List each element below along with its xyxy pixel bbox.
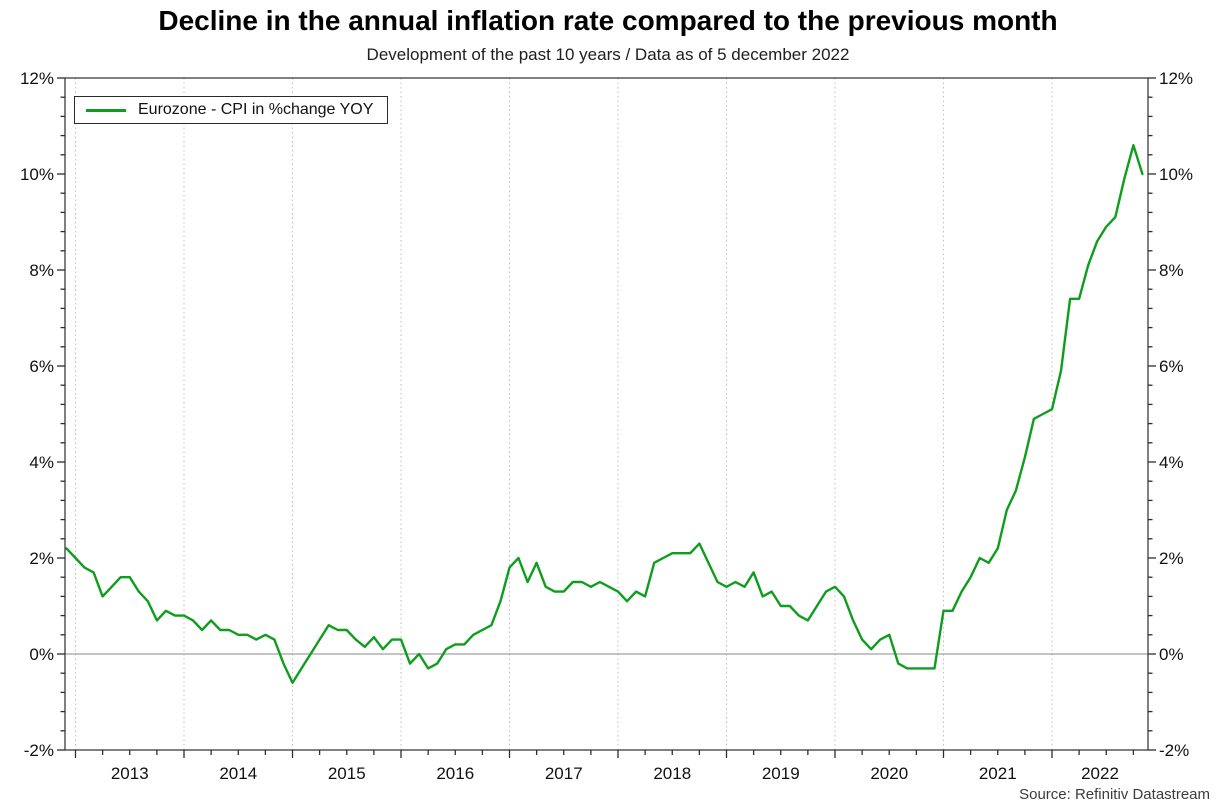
x-axis-label: 2014 — [219, 764, 257, 783]
legend-label: Eurozone - CPI in %change YOY — [138, 101, 374, 118]
y-axis-label-right: 10% — [1159, 165, 1193, 184]
legend: Eurozone - CPI in %change YOY — [74, 96, 389, 124]
y-axis-label-right: -2% — [1159, 741, 1189, 760]
y-axis-label-left: 6% — [29, 357, 54, 376]
plot-frame — [64, 77, 1149, 751]
x-axis-label: 2016 — [436, 764, 474, 783]
x-axis-label: 2020 — [870, 764, 908, 783]
y-axis-label-right: 6% — [1159, 357, 1184, 376]
x-axis-label: 2013 — [111, 764, 149, 783]
y-axis-label-right: 4% — [1159, 453, 1184, 472]
x-axis-label: 2015 — [328, 764, 366, 783]
y-axis-label-right: 0% — [1159, 645, 1184, 664]
y-axis-label-left: 0% — [29, 645, 54, 664]
x-axis-label: 2017 — [545, 764, 583, 783]
chart-subtitle: Development of the past 10 years / Data … — [366, 45, 850, 64]
y-axis-label-left: 4% — [29, 453, 54, 472]
source-credit: Source: Refinitiv Datastream — [1019, 786, 1210, 803]
y-axis-label-right: 8% — [1159, 261, 1184, 280]
y-axis-label-left: -2% — [24, 741, 54, 760]
y-axis-label-right: 2% — [1159, 549, 1184, 568]
y-axis-label-right: 12% — [1159, 69, 1193, 88]
x-axis-label: 2022 — [1081, 764, 1119, 783]
chart-title: Decline in the annual inflation rate com… — [158, 5, 1058, 36]
x-axis-label: 2019 — [762, 764, 800, 783]
y-axis-label-left: 10% — [20, 165, 54, 184]
cpi-line — [65, 143, 1144, 684]
y-axis-label-left: 2% — [29, 549, 54, 568]
legend-line-swatch — [86, 108, 126, 112]
y-axis-label-left: 8% — [29, 261, 54, 280]
y-axis-label-left: 12% — [20, 69, 54, 88]
x-axis-label: 2018 — [653, 764, 691, 783]
x-axis-label: 2021 — [979, 764, 1017, 783]
